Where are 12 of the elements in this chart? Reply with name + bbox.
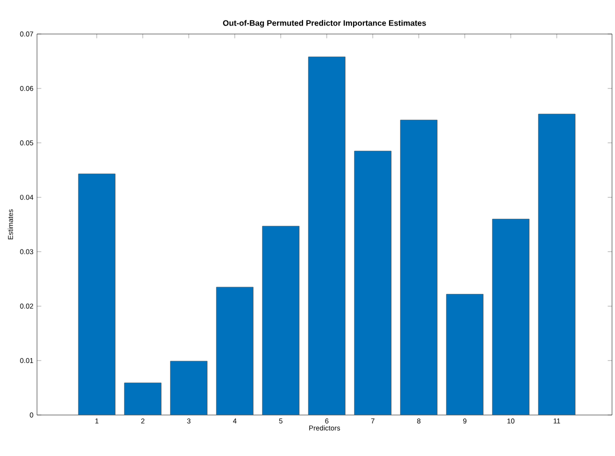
- bar: [308, 56, 346, 415]
- bar: [78, 174, 116, 415]
- bar: [538, 114, 576, 415]
- bar: [262, 226, 300, 415]
- bar: [446, 294, 484, 415]
- bar: [354, 151, 392, 415]
- bar: [124, 382, 162, 415]
- bar: [400, 120, 438, 415]
- bar: [216, 287, 254, 415]
- bar: [170, 361, 208, 415]
- chart-title: Out-of-Bag Permuted Predictor Importance Estimates: [223, 20, 426, 28]
- bar: [492, 219, 530, 415]
